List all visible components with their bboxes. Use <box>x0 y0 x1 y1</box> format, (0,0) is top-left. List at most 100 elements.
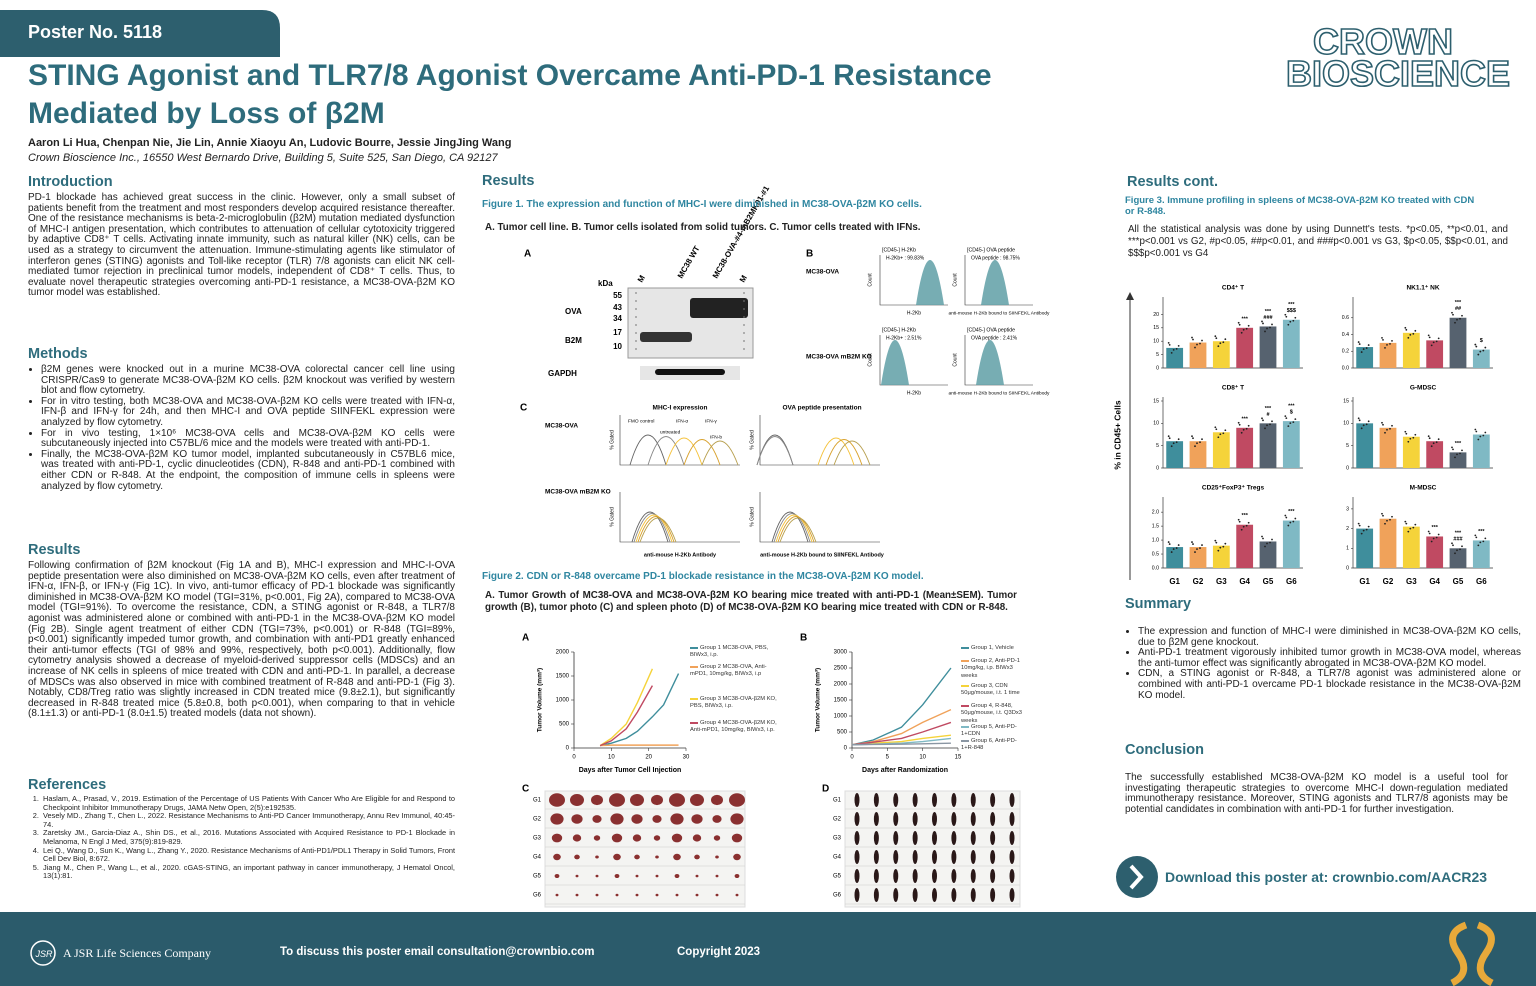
arrow-head <box>1126 292 1134 300</box>
figure-text: IFN-γ <box>705 418 717 424</box>
marker-label: 34 <box>613 314 622 323</box>
dot <box>1482 540 1485 543</box>
significance-label: # <box>1266 412 1269 418</box>
legend-swatch <box>961 705 969 708</box>
y-tick-label: 2.0 <box>1152 510 1159 516</box>
dot <box>1428 437 1431 440</box>
y-tick-label: 3 <box>1346 506 1349 512</box>
figure-text: IFN-α <box>676 418 688 424</box>
dot <box>1360 351 1363 353</box>
figure-text: Count <box>952 353 958 367</box>
bar <box>1449 317 1467 368</box>
section-heading: Conclusion <box>1125 742 1204 758</box>
tumor <box>595 893 599 897</box>
dot <box>1452 313 1454 316</box>
significance-label: *** <box>1455 441 1462 447</box>
axis <box>759 492 880 543</box>
histogram-curve <box>633 513 671 543</box>
dot <box>1289 320 1292 323</box>
tumor <box>574 854 580 860</box>
x-tick-label: G3 <box>1216 577 1227 586</box>
x-axis-label: Days after Tumor Cell Injection <box>579 767 682 774</box>
dot <box>1479 435 1482 438</box>
dot <box>1389 427 1391 430</box>
axis <box>1352 297 1493 369</box>
spleen <box>970 793 976 807</box>
spleen <box>990 793 996 807</box>
spleen <box>1009 888 1015 902</box>
figure-text: FMO control <box>628 418 654 424</box>
legend-swatch <box>690 666 698 669</box>
dot <box>1477 438 1480 441</box>
tumor <box>695 874 699 878</box>
bar <box>1282 520 1300 568</box>
tumor <box>631 814 643 824</box>
tumor <box>550 813 564 825</box>
dot <box>1201 438 1203 441</box>
x-tick-label: G3 <box>1406 577 1417 586</box>
dot <box>1285 417 1288 419</box>
lane-label: M <box>738 273 749 284</box>
panel-label: A <box>522 633 529 644</box>
panel-title: M-MDSC <box>1410 485 1437 492</box>
spleen <box>951 850 957 864</box>
y-tick-label: 0 <box>566 746 570 752</box>
figure-text: OVA peptide : 98.75% <box>971 255 1020 261</box>
x-tick-label: G4 <box>1239 577 1250 586</box>
download-link[interactable]: Download this poster at: crownbio.com/AA… <box>1165 869 1488 885</box>
y-axis-label: Tumor Volume (mm³) <box>537 668 544 732</box>
tumor <box>575 893 579 897</box>
bar <box>1212 545 1230 568</box>
tumor <box>591 794 603 806</box>
significance-label: *** <box>1478 529 1485 535</box>
histogram-curve <box>773 513 811 543</box>
dot <box>1217 549 1220 552</box>
panel-title: CD8⁺ T <box>1222 385 1244 392</box>
list-item: Anti-PD-1 treatment vigorously inhibited… <box>1138 647 1521 669</box>
tumor <box>609 793 625 807</box>
dot <box>1266 542 1268 545</box>
lane-label: MC38 WT <box>676 244 702 280</box>
y-tick-label: 0.4 <box>1342 332 1349 338</box>
dot <box>1427 334 1430 337</box>
legend-entry: Group 3 MC38-OVA-β2M KO, PBS, BIWx3, i.p… <box>690 696 778 711</box>
histogram-curve <box>635 514 673 543</box>
dot <box>1219 433 1222 436</box>
dot <box>1224 429 1227 432</box>
spleen <box>893 850 899 864</box>
legend-swatch <box>961 647 969 650</box>
dot <box>1474 343 1477 346</box>
bar <box>1259 423 1277 468</box>
x-tick-label: 0 <box>850 755 854 761</box>
dot <box>1261 320 1263 323</box>
significance-label: ### <box>1263 315 1272 321</box>
spleen <box>990 831 996 845</box>
dot <box>1409 333 1412 336</box>
histogram-curve <box>637 516 675 543</box>
panel-label: C <box>522 784 529 795</box>
significance-label: $ <box>1290 410 1293 416</box>
y-tick-label: 5 <box>1156 352 1159 358</box>
tumor <box>595 874 599 878</box>
figure-text: % Gated <box>749 430 755 450</box>
paragraph: PD-1 blockade has achieved great success… <box>28 192 455 299</box>
y-axis-label: Tumor Volume (mm³) <box>815 668 822 732</box>
dot <box>1430 445 1433 448</box>
tumor <box>652 815 662 823</box>
section-heading: Results <box>482 173 535 189</box>
tumor <box>730 813 744 825</box>
figure-text: anti-mouse H-2Kb bound to SIINFEKL Antib… <box>760 552 885 558</box>
spleen <box>912 850 918 864</box>
series-line <box>851 742 951 746</box>
histogram-curve <box>779 517 817 543</box>
dot <box>1247 424 1250 427</box>
figure-note: All the statistical analysis was done by… <box>1128 224 1508 259</box>
dot <box>1172 442 1175 445</box>
tumor <box>593 835 601 841</box>
dot <box>1199 547 1201 549</box>
spleen <box>951 869 957 883</box>
download-icon[interactable] <box>1116 856 1158 898</box>
dot <box>1217 345 1220 348</box>
spleen <box>990 812 996 826</box>
tumor <box>655 874 659 878</box>
